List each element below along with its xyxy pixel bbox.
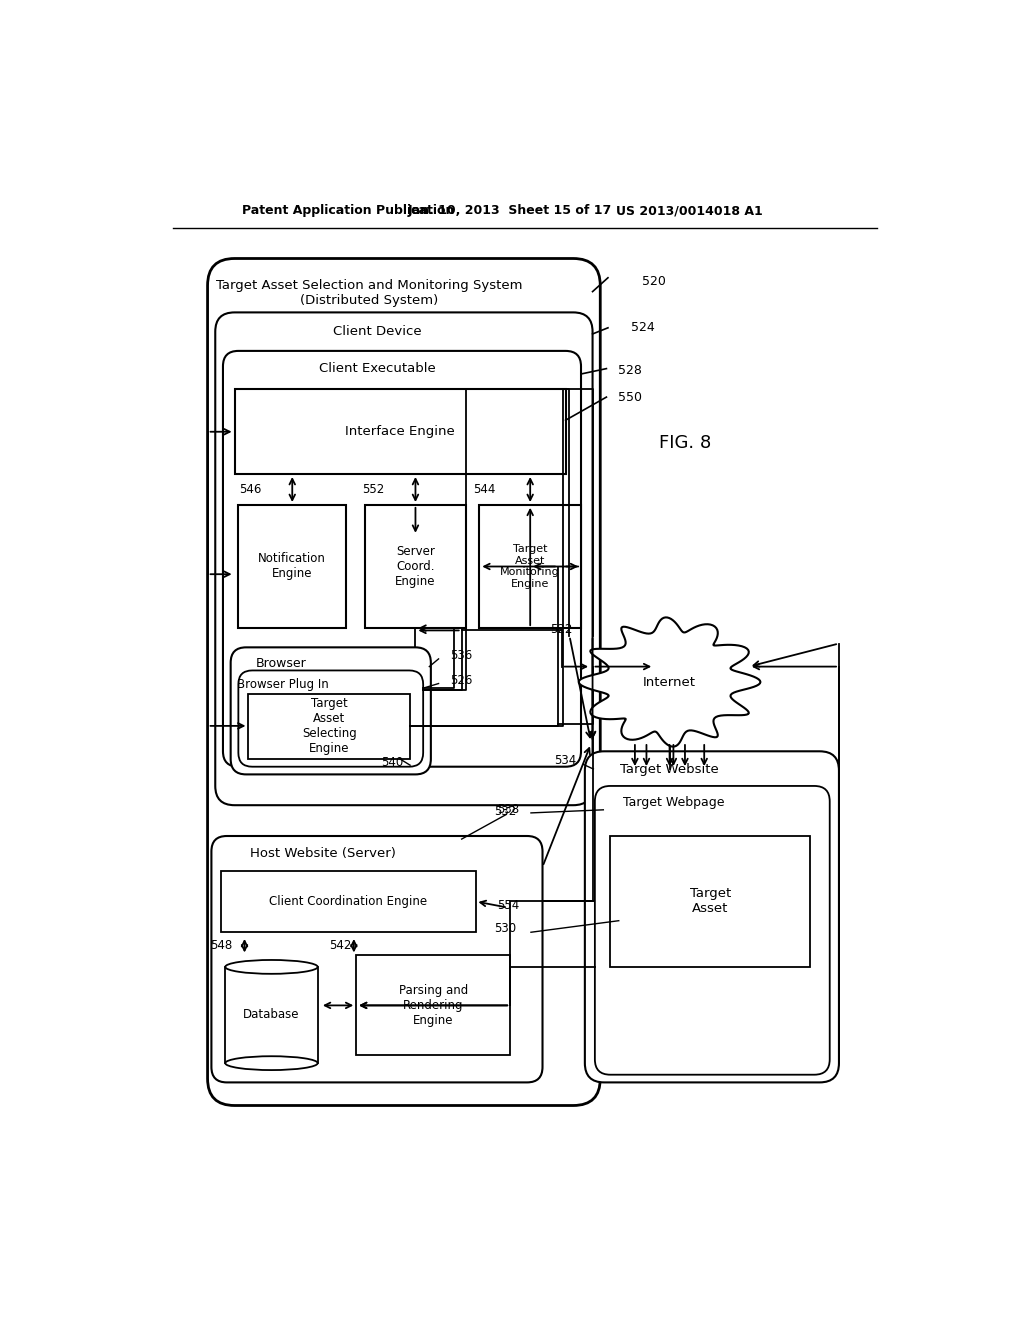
Polygon shape xyxy=(579,618,761,747)
Text: FIG. 8: FIG. 8 xyxy=(658,434,711,453)
FancyBboxPatch shape xyxy=(230,647,431,775)
Ellipse shape xyxy=(225,960,317,974)
Bar xyxy=(479,506,581,628)
Bar xyxy=(221,871,475,932)
Text: 554: 554 xyxy=(497,899,519,912)
FancyBboxPatch shape xyxy=(595,785,829,1074)
Text: Server
Coord.
Engine: Server Coord. Engine xyxy=(395,545,435,587)
Text: Client Coordination Engine: Client Coordination Engine xyxy=(269,895,428,908)
Text: 548: 548 xyxy=(210,939,232,952)
Text: 526: 526 xyxy=(451,675,473,686)
Text: 524: 524 xyxy=(631,321,654,334)
Text: 536: 536 xyxy=(451,648,473,661)
Text: Target
Asset
Selecting
Engine: Target Asset Selecting Engine xyxy=(302,697,356,755)
Text: 552: 552 xyxy=(362,483,384,496)
Text: Client Executable: Client Executable xyxy=(318,362,435,375)
Text: 538: 538 xyxy=(497,803,519,816)
Ellipse shape xyxy=(225,1056,317,1071)
Text: 542: 542 xyxy=(329,939,351,952)
Text: Internet: Internet xyxy=(643,676,696,689)
Text: Target Asset Selection and Monitoring System
(Distributed System): Target Asset Selection and Monitoring Sy… xyxy=(216,279,522,308)
Text: Jan. 10, 2013  Sheet 15 of 17: Jan. 10, 2013 Sheet 15 of 17 xyxy=(408,205,612,218)
FancyBboxPatch shape xyxy=(211,836,543,1082)
Text: 520: 520 xyxy=(642,275,666,288)
Bar xyxy=(234,389,565,474)
Text: 544: 544 xyxy=(473,483,496,496)
Text: Target
Asset
Monitoring
Engine: Target Asset Monitoring Engine xyxy=(501,544,560,589)
Text: US 2013/0014018 A1: US 2013/0014018 A1 xyxy=(615,205,763,218)
FancyBboxPatch shape xyxy=(239,671,423,767)
Text: Notification
Engine: Notification Engine xyxy=(258,553,327,581)
Text: 530: 530 xyxy=(495,921,517,935)
Text: 532: 532 xyxy=(495,805,517,818)
Bar xyxy=(356,956,510,1056)
Text: Client Device: Client Device xyxy=(333,325,421,338)
Text: Interface Engine: Interface Engine xyxy=(345,425,455,438)
Text: 522: 522 xyxy=(551,623,573,636)
Text: Database: Database xyxy=(244,1008,300,1022)
FancyBboxPatch shape xyxy=(208,259,600,1106)
Text: Browser: Browser xyxy=(255,657,306,671)
Text: Patent Application Publication: Patent Application Publication xyxy=(243,205,455,218)
Text: 546: 546 xyxy=(239,483,261,496)
FancyBboxPatch shape xyxy=(585,751,839,1082)
Text: 540: 540 xyxy=(381,756,403,770)
FancyBboxPatch shape xyxy=(223,351,581,767)
Text: 550: 550 xyxy=(617,391,641,404)
Text: Host Website (Server): Host Website (Server) xyxy=(250,847,396,861)
Text: 528: 528 xyxy=(617,363,641,376)
Bar xyxy=(610,836,810,966)
Text: Target Webpage: Target Webpage xyxy=(624,796,725,809)
Bar xyxy=(366,506,466,628)
Text: 534: 534 xyxy=(554,754,577,767)
Bar xyxy=(239,506,346,628)
Text: Browser Plug In: Browser Plug In xyxy=(238,677,329,690)
Text: Parsing and
Rendering
Engine: Parsing and Rendering Engine xyxy=(398,983,468,1027)
Bar xyxy=(249,693,410,759)
Text: Target Website: Target Website xyxy=(621,763,719,776)
FancyBboxPatch shape xyxy=(215,313,593,805)
Text: Target
Asset: Target Asset xyxy=(690,887,731,916)
